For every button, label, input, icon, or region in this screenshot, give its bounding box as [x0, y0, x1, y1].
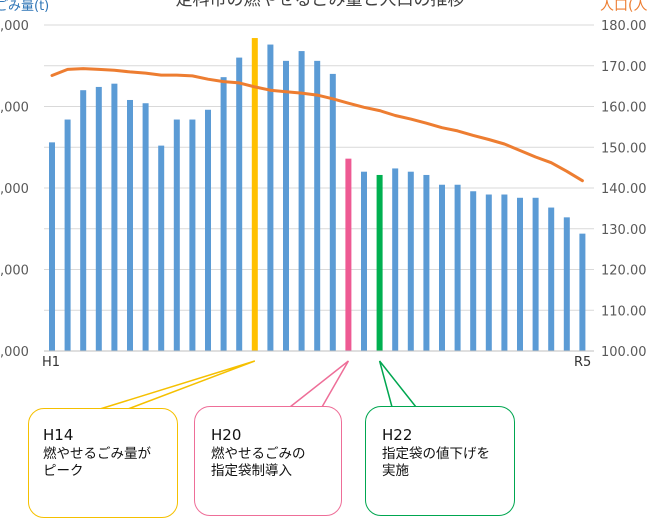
bar	[111, 83, 118, 352]
bar	[64, 119, 71, 351]
bar	[283, 60, 289, 352]
left-axis-label: ごみ量(t)	[0, 0, 49, 14]
x-start-label: H1	[42, 355, 60, 370]
pointer-h14	[99, 360, 256, 410]
right-tick-label: 120.00	[601, 264, 647, 279]
bar	[236, 57, 243, 351]
bar	[314, 60, 321, 352]
bar	[517, 197, 523, 351]
right-tick-label: 160.00	[601, 101, 647, 116]
bar	[423, 174, 430, 351]
right-tick-label: 180.00	[601, 19, 647, 34]
bar	[579, 233, 586, 351]
bar	[127, 99, 133, 351]
bar	[361, 171, 367, 351]
bar	[298, 51, 305, 352]
bar	[407, 171, 414, 351]
right-tick-label: 100.00	[601, 345, 647, 360]
bar	[251, 38, 258, 351]
bar	[563, 217, 570, 351]
pointer-h20	[289, 360, 350, 408]
chart-svg: 定科市の燃やせるごみ量と人口の推移 ごみ量(t) 人口(人) ,000 ,000,…	[0, 0, 648, 411]
left-axis-ticks: ,000 ,000 ,000 ,000 ,000	[0, 19, 29, 360]
left-tick-label: ,000	[0, 101, 29, 116]
right-tick-label: 170.00	[601, 60, 647, 75]
bar	[329, 73, 336, 352]
bar	[142, 103, 149, 352]
bar	[220, 77, 227, 351]
callout-pointers	[99, 360, 417, 411]
callout-h14-title: H14	[43, 426, 74, 444]
left-tick-label: ,000	[0, 264, 29, 279]
right-tick-label: 150.00	[601, 141, 647, 156]
population-line	[50, 67, 584, 183]
bar	[501, 194, 508, 351]
callout-h22: H22 指定袋の値下げを 実施	[365, 406, 515, 516]
right-tick-label: 130.00	[601, 223, 647, 238]
bar	[345, 158, 352, 351]
pointer-h20-fill	[290, 361, 349, 409]
bar	[189, 119, 196, 351]
bar	[392, 168, 399, 351]
right-axis-ticks: 100.00 110.00 120.00 130.00 140.00 150.00 160.…	[601, 19, 647, 360]
left-tick-label: ,000	[0, 345, 29, 360]
callout-h22-title: H22	[382, 426, 413, 444]
bar	[439, 184, 445, 351]
right-axis-label: 人口(人)	[600, 0, 648, 14]
callout-h20-body: 燃やせるごみの 指定袋制導入	[211, 446, 306, 479]
callout-h14-body: 燃やせるごみ量が ピーク	[43, 446, 151, 479]
bar	[80, 90, 87, 351]
bar	[485, 194, 492, 351]
bar	[49, 142, 55, 351]
chart-title: 定科市の燃やせるごみ量と人口の推移	[176, 0, 465, 10]
population-line-series	[50, 67, 584, 183]
bar	[470, 191, 477, 351]
bar	[158, 145, 165, 351]
callout-h20-title: H20	[211, 426, 242, 444]
callout-h22-body: 指定袋の値下げを 実施	[382, 446, 490, 479]
right-tick-label: 140.00	[601, 182, 647, 197]
bar	[173, 119, 180, 351]
left-tick-label: ,000	[0, 19, 29, 34]
pointer-h22	[378, 360, 417, 408]
bar	[454, 184, 461, 351]
callout-h20: H20 燃やせるごみの 指定袋制導入	[194, 406, 342, 516]
bar	[548, 207, 555, 351]
bar	[267, 44, 274, 352]
bar-series	[49, 38, 586, 352]
bar	[376, 174, 383, 351]
left-tick-label: ,000	[0, 182, 29, 197]
bar	[95, 86, 102, 351]
right-tick-label: 110.00	[601, 304, 647, 319]
bar	[532, 197, 539, 351]
bar	[205, 109, 211, 351]
x-end-label: R5	[574, 355, 591, 370]
callout-h14: H14 燃やせるごみ量が ピーク	[28, 408, 178, 518]
